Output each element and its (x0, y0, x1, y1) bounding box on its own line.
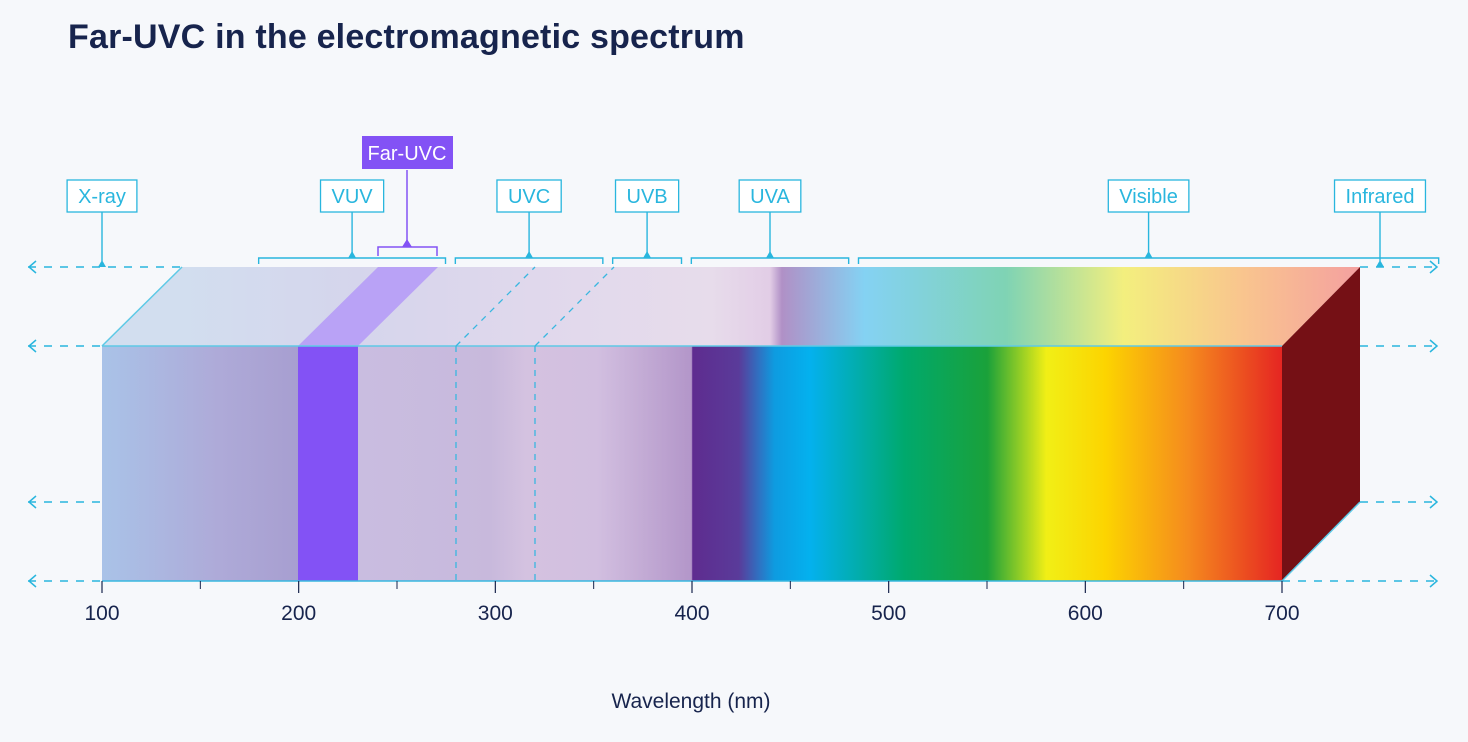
arrow-left-icon (27, 495, 37, 509)
band-label: UVC (508, 186, 550, 208)
arrow-right-icon (1429, 260, 1439, 274)
band-label-box (738, 179, 802, 213)
x-tick-label: 500 (871, 602, 906, 625)
box-edges (101, 266, 1361, 582)
x-axis-label: Wavelength (nm) (611, 690, 770, 713)
infrared-side-face (1282, 267, 1360, 581)
band-label-box (66, 179, 138, 213)
band-label: X-ray (78, 186, 126, 208)
band-label-box (319, 179, 385, 213)
far-uvc-callout: Far-UVC (362, 136, 453, 256)
band-vuv: VUV (257, 179, 447, 264)
band-bracket (611, 257, 683, 264)
arrow-left-icon (27, 574, 37, 588)
far-uvc-label: Far-UVC (368, 143, 447, 165)
guide-lines (27, 260, 1439, 588)
arrow-left-icon (27, 260, 37, 274)
page-title: Far-UVC in the electromagnetic spectrum (68, 18, 745, 56)
arrow-right-icon (1429, 339, 1439, 353)
band-label: UVB (627, 186, 668, 208)
far-uvc-label-box (362, 136, 453, 169)
far-uvc-band (298, 346, 358, 581)
band-bracket (690, 257, 850, 264)
band-bracket (257, 257, 447, 264)
band-boundaries (455, 266, 615, 581)
x-axis-ticks: 100 200 300 400 500 600 700 (84, 581, 1300, 625)
band-label-box (614, 179, 680, 213)
band-label: Visible (1119, 186, 1178, 208)
band-labels: X-ray VUV UVC UVB UVA Visible Infrared (66, 179, 1440, 267)
band-uva: UVA (690, 179, 850, 264)
band-uvb: UVB (611, 179, 683, 264)
x-tick-label: 700 (1264, 602, 1299, 625)
band-bracket (857, 257, 1440, 264)
band-label-box (1333, 179, 1427, 213)
arrow-left-icon (27, 339, 37, 353)
band-x-ray: X-ray (66, 179, 138, 267)
arrow-right-icon (1429, 495, 1439, 509)
x-tick-label: 600 (1068, 602, 1103, 625)
guide-line (27, 339, 1439, 353)
spectrum-box-front (102, 346, 1282, 581)
band-label: VUV (332, 186, 374, 208)
x-tick-label: 400 (674, 602, 709, 625)
band-label-box (496, 179, 562, 213)
band-bracket (454, 257, 604, 264)
x-tick-label: 100 (84, 602, 119, 625)
guide-line (27, 574, 1439, 588)
band-label-box (1107, 179, 1190, 213)
band-label: UVA (750, 186, 790, 208)
x-tick-label: 300 (478, 602, 513, 625)
arrow-right-icon (1429, 574, 1439, 588)
x-tick-label: 200 (281, 602, 316, 625)
band-infrared: Infrared (1333, 179, 1427, 267)
spectrum-box-top (102, 267, 1360, 346)
guide-line (27, 495, 1439, 509)
band-visible: Visible (857, 179, 1440, 264)
band-label: Infrared (1346, 186, 1415, 208)
guide-line (27, 260, 1439, 274)
far-uvc-top-stripe (298, 267, 438, 346)
band-uvc: UVC (454, 179, 604, 264)
